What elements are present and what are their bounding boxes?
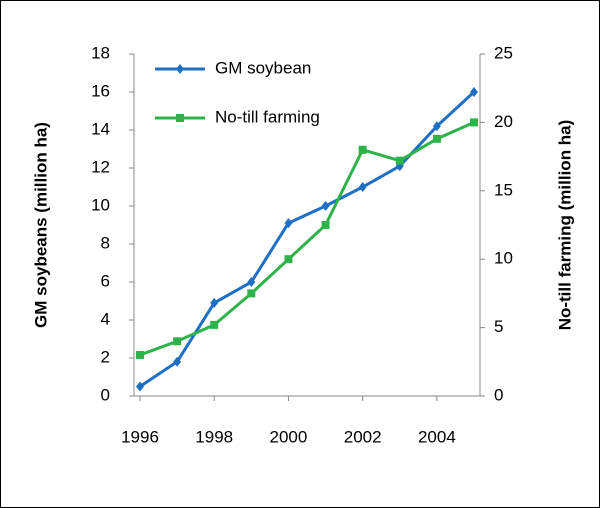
y-tick-label: 14 xyxy=(91,119,110,138)
y-tick-label: 0 xyxy=(101,385,110,404)
y2-tick-label: 25 xyxy=(494,43,513,62)
y2-tick-label: 15 xyxy=(494,180,513,199)
y-tick-label: 10 xyxy=(91,195,110,214)
x-tick-label: 2000 xyxy=(270,427,308,446)
point xyxy=(284,255,293,264)
point xyxy=(247,277,256,287)
point xyxy=(321,221,330,229)
y2-tick-label: 5 xyxy=(494,317,503,336)
x-tick-label: 1996 xyxy=(121,427,159,446)
point xyxy=(136,381,144,392)
point xyxy=(470,87,478,97)
point xyxy=(210,320,219,329)
y-tick-label: 6 xyxy=(101,271,110,290)
y2-tick-label: 0 xyxy=(494,385,503,404)
x-tick-label: 1998 xyxy=(195,427,233,446)
y-tick-label: 2 xyxy=(101,347,110,366)
point xyxy=(470,118,478,127)
y-tick-label: 8 xyxy=(101,233,110,252)
legend-marker xyxy=(176,114,184,122)
series-line xyxy=(139,121,475,357)
point xyxy=(247,289,256,298)
point xyxy=(432,121,441,132)
point xyxy=(395,156,404,165)
point xyxy=(210,297,219,308)
legend-label: GM soybean xyxy=(215,58,311,77)
y-axis-title: GM soybeans (million ha) xyxy=(31,122,50,328)
y-tick-label: 12 xyxy=(91,157,110,176)
y2-axis-title: No-till farming (million ha) xyxy=(555,120,574,331)
y-tick-label: 4 xyxy=(101,309,110,328)
point xyxy=(358,182,367,192)
y2-tick-label: 10 xyxy=(494,249,513,268)
point xyxy=(321,201,330,211)
point xyxy=(432,134,441,143)
point xyxy=(136,350,144,359)
x-tick-label: 2002 xyxy=(344,427,382,446)
y2-tick-label: 20 xyxy=(494,112,513,131)
point xyxy=(358,145,367,154)
x-tick-label: 2004 xyxy=(418,427,456,446)
point xyxy=(173,356,182,367)
point xyxy=(173,337,182,346)
legend-label: No-till farming xyxy=(215,107,320,126)
point xyxy=(284,218,293,229)
y-tick-label: 18 xyxy=(91,43,110,62)
y-tick-label: 16 xyxy=(91,81,110,100)
legend-marker xyxy=(176,64,184,74)
